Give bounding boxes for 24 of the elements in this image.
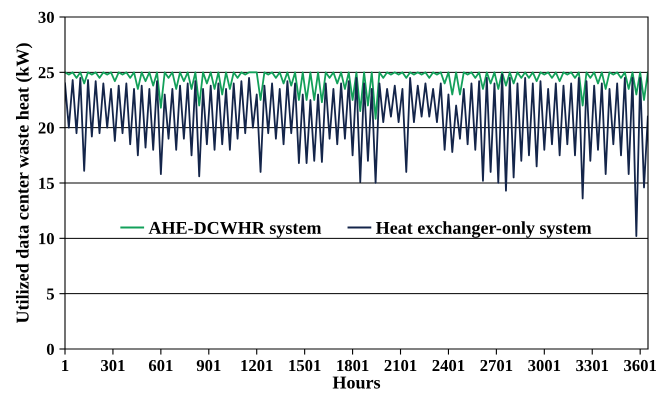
legend-label: Heat exchanger-only system — [376, 221, 592, 238]
x-tick-label: 1 — [62, 360, 68, 371]
x-tick-label: 2701 — [480, 360, 512, 372]
y-tick-label: 25 — [38, 67, 54, 78]
x-tick-label: 3001 — [528, 360, 560, 372]
x-tick-label: 301 — [101, 360, 125, 372]
y-axis-title: Utilized data center waste heat (kW) — [16, 43, 32, 324]
x-axis-title: Hours — [332, 376, 380, 389]
x-tick-label: 3301 — [576, 360, 608, 372]
y-tick-label: 10 — [39, 233, 54, 244]
y-tick-label: 15 — [39, 178, 54, 189]
x-tick-label: 1201 — [241, 360, 273, 372]
x-tick-label: 1501 — [289, 360, 320, 372]
x-tick-label: 601 — [148, 360, 172, 372]
y-tick-label: 0 — [46, 344, 54, 355]
x-tick-label: 901 — [196, 360, 220, 372]
x-tick-label: 2101 — [384, 360, 416, 372]
y-tick-label: 30 — [38, 12, 54, 23]
x-tick-label: 1801 — [337, 360, 368, 372]
y-tick-label: 5 — [46, 288, 54, 300]
x-tick-label: 2401 — [432, 360, 464, 372]
legend-label: AHE-DCWHR system — [148, 222, 322, 238]
y-tick-label: 20 — [38, 122, 54, 134]
x-tick-label: 3601 — [624, 360, 656, 372]
